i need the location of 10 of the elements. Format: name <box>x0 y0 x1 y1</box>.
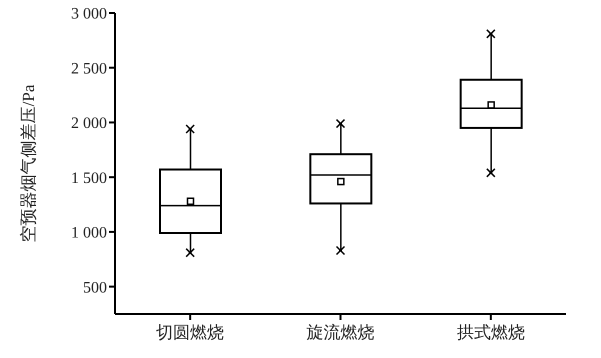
y-tick-label: 3 000 <box>71 6 107 23</box>
x-tick-label: 旋流燃烧 <box>306 323 374 342</box>
y-tick-label: 2 000 <box>71 115 107 132</box>
y-axis-title: 空预器烟气侧差压/Pa <box>19 84 38 242</box>
y-tick-label: 500 <box>83 279 107 296</box>
y-tick-label: 2 500 <box>71 60 107 78</box>
x-tick-label: 切圆燃烧 <box>156 323 224 342</box>
y-tick-label: 1 500 <box>71 170 107 187</box>
y-tick-label: 1 000 <box>71 224 107 242</box>
x-tick-label: 拱式燃烧 <box>456 323 525 342</box>
